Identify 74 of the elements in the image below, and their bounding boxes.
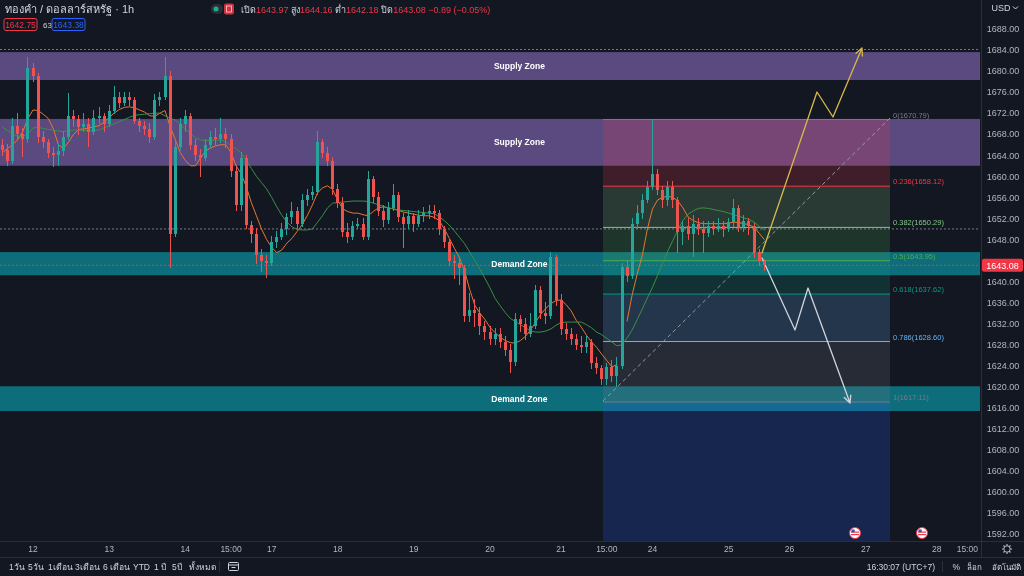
y-tick-label: 1664.00 <box>986 150 1020 161</box>
annotation: 63 <box>43 20 53 30</box>
text: 1เดือน <box>48 561 73 572</box>
x-tick-label: 18 <box>332 544 343 554</box>
x-tick-label: 17 <box>266 544 277 554</box>
y-tick-label: 1688.00 <box>986 24 1020 35</box>
y-tick-label: 1680.00 <box>986 66 1020 77</box>
x-tick-label: 15:00 <box>956 544 979 554</box>
y-tick-label: 1624.00 <box>986 361 1020 372</box>
band-label: Demand Zone <box>491 393 548 404</box>
text: YTD <box>133 561 150 572</box>
x-tick-label: 21 <box>556 544 567 554</box>
candlestick <box>52 147 55 167</box>
x-tick-label: 14 <box>180 544 191 554</box>
y-tick-label: 1616.00 <box>986 403 1020 414</box>
text: อัตโนมัติ <box>992 561 1021 572</box>
band-label: Demand Zone <box>491 258 548 269</box>
text: 5ปี <box>172 561 182 572</box>
text: 6 เดือน <box>103 561 131 572</box>
y-tick-label: 1596.00 <box>986 508 1020 519</box>
y-tick-label: 1608.00 <box>986 445 1020 456</box>
y-axis-title: USD <box>991 3 1011 13</box>
x-tick-label: 25 <box>723 544 734 554</box>
x-tick-label: 26 <box>784 544 795 554</box>
x-tick-label: 15:00 <box>220 544 242 554</box>
y-tick-label: 1592.00 <box>986 529 1020 540</box>
candlestick <box>544 302 547 324</box>
x-tick-label: 24 <box>647 544 658 554</box>
x-tick-label: 20 <box>485 544 495 554</box>
text: 5วัน <box>28 561 44 572</box>
candlestick <box>433 205 436 219</box>
chart-title: ทองคำ / ดอลลาร์สหรัฐ · 1h <box>5 3 135 16</box>
y-tick-label: 1632.00 <box>986 318 1020 329</box>
candlestick <box>428 205 431 219</box>
y-tick-label: 1668.00 <box>986 129 1020 140</box>
x-tick-label: 12 <box>28 544 38 554</box>
ref-line-label: 1643.08 <box>986 260 1019 271</box>
y-tick-label: 1640.00 <box>986 276 1020 287</box>
candlestick <box>214 128 217 145</box>
y-tick-label: 1628.00 <box>986 340 1020 350</box>
text: 3เดือน <box>75 561 100 572</box>
y-tick-label: 1656.00 <box>986 192 1020 203</box>
y-tick-label: 1676.00 <box>986 87 1020 98</box>
y-tick-label: 1684.00 <box>986 45 1020 56</box>
y-tick-label: 1660.00 <box>986 171 1020 182</box>
band-label: Supply Zone <box>493 61 546 72</box>
y-tick-label: 1612.00 <box>986 424 1020 435</box>
text: % <box>952 561 961 572</box>
x-tick-label: 27 <box>861 544 871 554</box>
y-tick-label: 1636.00 <box>986 297 1020 308</box>
text: 1 ปี <box>154 561 167 572</box>
text: ล็อก <box>967 561 982 572</box>
text: เปิด1643.97 สูง1644.16 ต่ำ1642.18 ปิด1643.08 −0.89 (−0.05%) <box>241 2 491 16</box>
y-tick-label: 1672.00 <box>986 108 1020 119</box>
candlestick <box>580 336 583 353</box>
y-tick-label: 1604.00 <box>986 466 1020 477</box>
candlestick <box>98 107 101 124</box>
candlestick <box>702 221 705 253</box>
candlestick <box>265 255 268 278</box>
y-tick-label: 1652.00 <box>986 213 1020 224</box>
candlestick <box>453 255 456 279</box>
y-tick-label: 1648.00 <box>986 234 1020 245</box>
y-tick-label: 1600.00 <box>986 487 1020 498</box>
y-tick-label: 1620.00 <box>986 382 1020 393</box>
candlestick <box>473 299 476 327</box>
text: 1วัน <box>9 561 25 572</box>
candlestick <box>199 149 202 177</box>
text: ทั้งหมด <box>189 560 217 572</box>
x-tick-label: 28 <box>932 544 942 554</box>
x-tick-label: 15:00 <box>596 544 618 554</box>
text: 16:30:07 (UTC+7) <box>866 561 936 572</box>
x-tick-label: 13 <box>104 544 115 554</box>
band-label: Supply Zone <box>493 137 546 148</box>
x-tick-label: 19 <box>409 544 419 554</box>
